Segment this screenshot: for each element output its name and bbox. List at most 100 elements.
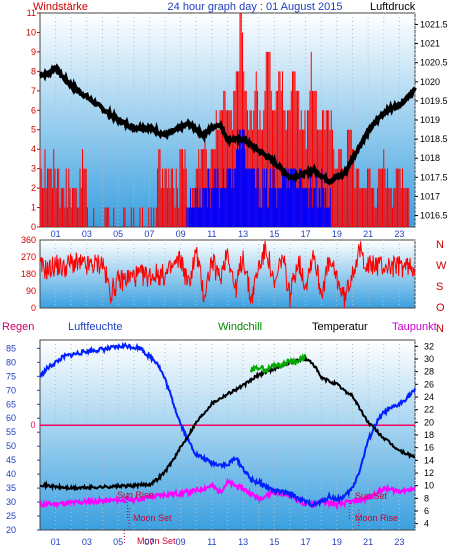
- wind-strength-tick: 11: [27, 8, 36, 18]
- wind-strength-tick: 3: [31, 164, 36, 174]
- astro-annotation-label: Moon Set: [137, 536, 176, 546]
- wind-direction-line: [39, 240, 416, 309]
- pressure-tick: 1020: [420, 77, 440, 87]
- humidity-tick: 85: [6, 343, 16, 353]
- temperature-tick: 8: [424, 493, 429, 503]
- temperature-tick: 10: [424, 481, 434, 491]
- astro-annotation-label: Sun Rise: [117, 490, 154, 500]
- hour-label: 01: [51, 229, 61, 239]
- wind-strength-tick: 7: [31, 86, 36, 96]
- chart-title: 24 hour graph day : 01 August 2015: [168, 1, 343, 13]
- astro-annotation-label: Sun Set: [355, 491, 388, 501]
- hour-label: 23: [394, 229, 404, 239]
- hour-label: 17: [301, 537, 311, 547]
- hour-label: 13: [238, 537, 248, 547]
- direction-tick: 0: [31, 303, 36, 313]
- humidity-tick: 55: [6, 427, 16, 437]
- wind-bars: [39, 13, 410, 227]
- hour-label: 15: [269, 537, 279, 547]
- windchill-line: [249, 352, 306, 375]
- direction-tick: 90: [26, 286, 36, 296]
- humidity-tick: 65: [6, 399, 16, 409]
- hour-label: 15: [269, 229, 279, 239]
- rain-value-label: 0: [30, 420, 35, 430]
- hour-label: 09: [176, 229, 186, 239]
- compass-label: N: [436, 239, 444, 251]
- hour-label: 19: [332, 229, 342, 239]
- pressure-axis-title: Luftdruck: [370, 1, 416, 13]
- hour-label: 19: [332, 537, 342, 547]
- humidity-tick: 35: [6, 483, 16, 493]
- temperature-tick: 4: [424, 519, 429, 529]
- wind-strength-tick: 9: [31, 47, 36, 57]
- hour-label: 05: [113, 229, 123, 239]
- wind-strength-tick: 5: [31, 125, 36, 135]
- temperature-tick: 32: [424, 341, 434, 351]
- wind-strength-tick: 0: [31, 222, 36, 232]
- direction-degree-ticks: 0 90 180 270 360: [21, 235, 36, 313]
- pressure-tick: 1019: [420, 115, 440, 125]
- dewpoint-legend: Taupunkt: [392, 321, 437, 333]
- dewpoint-line: [39, 477, 416, 512]
- temperature-tick: 16: [424, 443, 434, 453]
- windchill-legend: Windchill: [218, 321, 262, 333]
- temperature-line: [39, 354, 416, 492]
- humidity-tick: 60: [6, 413, 16, 423]
- wind-strength-tick: 6: [31, 105, 36, 115]
- wind-strength-tick: 2: [31, 183, 36, 193]
- pressure-line: [38, 63, 417, 186]
- humidity-ticks: 20 25 30 35 40 45 50 55 60 65 70 75 80 85: [6, 343, 40, 535]
- temperature-tick: 24: [424, 392, 434, 402]
- pressure-tick: 1021: [420, 39, 440, 49]
- temperature-tick: 6: [424, 506, 429, 516]
- pressure-tick: 1020.5: [420, 58, 448, 68]
- wind-strength-tick: 10: [26, 27, 36, 37]
- humidity-tick: 40: [6, 469, 16, 479]
- wind-strength-axis-title: Windstärke: [33, 1, 88, 13]
- hour-label: 21: [363, 229, 373, 239]
- pressure-tick: 1017.5: [420, 172, 448, 182]
- pressure-tick: 1018.5: [420, 134, 448, 144]
- temperature-tick: 12: [424, 468, 434, 478]
- wind-strength-tick: 1: [31, 203, 36, 213]
- humidity-tick: 75: [6, 371, 16, 381]
- hour-label: 07: [144, 537, 154, 547]
- temperature-tick: 20: [424, 417, 434, 427]
- temperature-tick: 28: [424, 367, 434, 377]
- hour-labels-bottom: 01 03 05 07 09 11 13 15 17 19 21 23: [51, 537, 405, 547]
- astro-annotations: Sun Rise Moon Set Moon Set Sun Set Moon Rise: [117, 490, 398, 546]
- temperature-tick: 14: [424, 455, 434, 465]
- humidity-tick: 70: [6, 385, 16, 395]
- compass-label: W: [436, 260, 447, 272]
- hour-labels-top: 01 03 05 07 09 11 13 15 17 19 21 23: [51, 229, 405, 239]
- direction-tick: 360: [21, 235, 36, 245]
- hour-label: 03: [82, 537, 92, 547]
- hour-label: 09: [176, 537, 186, 547]
- plot-area-temperature: [39, 339, 416, 531]
- pressure-tick: 1016.5: [420, 211, 448, 221]
- humidity-axis-title: Luftfeuchte: [68, 321, 122, 333]
- wind-strength-ticks: 0 1 2 3 4 5 6 7 8 9 10 11: [26, 8, 40, 232]
- hour-label: 07: [144, 229, 154, 239]
- hour-label: 01: [51, 537, 61, 547]
- temperature-ticks: 4 6 8 10 12 14 16 18 20 22 24 26 28 30 32: [415, 341, 434, 529]
- compass-label: N: [436, 323, 444, 335]
- temperature-legend: Temperatur: [312, 321, 368, 333]
- humidity-tick: 45: [6, 455, 16, 465]
- compass-label: O: [436, 302, 445, 314]
- hour-label: 21: [363, 537, 373, 547]
- temperature-tick: 30: [424, 354, 434, 364]
- direction-tick: 180: [21, 269, 36, 279]
- hour-label: 05: [113, 537, 123, 547]
- compass-label: S: [436, 281, 443, 293]
- humidity-tick: 50: [6, 441, 16, 451]
- pressure-ticks: 1016.5 1017 1017.5 1018 1018.5 1019 1019.5 1020…: [415, 19, 448, 221]
- pressure-tick: 1017: [420, 191, 440, 201]
- hour-label: 11: [207, 229, 216, 239]
- temperature-tick: 18: [424, 430, 434, 440]
- rain-axis-title: Regen: [2, 321, 34, 333]
- hour-label: 23: [394, 537, 404, 547]
- pressure-tick: 1019.5: [420, 96, 448, 106]
- hour-label: 17: [301, 229, 311, 239]
